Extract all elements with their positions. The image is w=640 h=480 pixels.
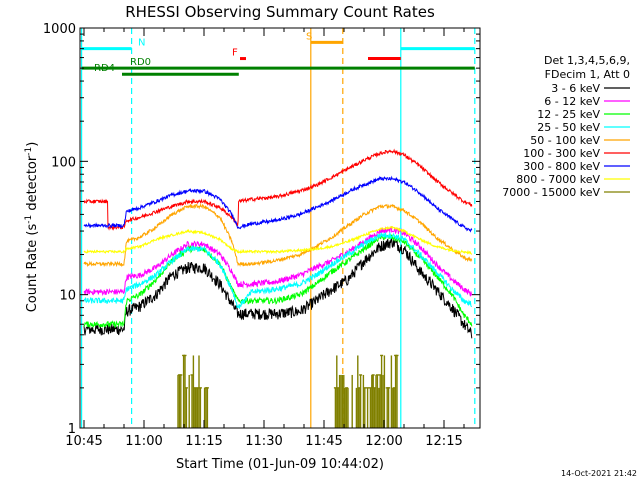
legend-item-label: 7000 - 15000 keV <box>502 186 600 199</box>
x-tick-label: 12:15 <box>425 434 462 449</box>
legend-item-label: 6 - 12 keV <box>544 95 600 108</box>
footer-date: 14-Oct-2021 21:42 <box>561 469 637 478</box>
y-tick-label: 1000 <box>43 22 76 37</box>
series-line-6-12kev <box>83 225 473 297</box>
series-line-50-100kev <box>83 202 473 268</box>
x-tick-label: 11:30 <box>245 434 282 449</box>
y-tick-label: 100 <box>51 155 76 170</box>
series-line-100-300kev <box>83 148 473 231</box>
y-axis-title: Count Rate (s-1 detector-1) <box>24 142 40 313</box>
legend-item-label: 800 - 7000 keV <box>516 173 600 186</box>
legend-item-label: 100 - 300 keV <box>523 147 600 160</box>
y-tick-label: 1 <box>68 422 76 437</box>
status-label-f: F <box>232 48 238 59</box>
legend-item-label: 3 - 6 keV <box>551 82 600 95</box>
legend-item-label: 25 - 50 keV <box>537 121 600 134</box>
legend-title-line: FDecim 1, Att 0 <box>545 68 630 81</box>
legend-title-line: Det 1,3,4,5,6,9, <box>544 54 630 67</box>
plot-area: N S F RD0 RD4 10:45 11:00 11:15 11:30 11:45 12:00 1… <box>43 22 481 449</box>
legend-item-label: 300 - 800 keV <box>523 160 600 173</box>
chart-title: RHESSI Observing Summary Count Rates <box>125 3 435 21</box>
series-line-7000-15000-kev <box>177 354 399 428</box>
status-label-rd0: RD0 <box>130 57 151 68</box>
x-axis-title: Start Time (01-Jun-09 10:44:02) <box>176 457 384 472</box>
legend: Det 1,3,4,5,6,9,FDecim 1, Att 03 - 6 keV… <box>502 54 630 199</box>
status-label-n: N <box>138 38 145 49</box>
series-line-800-7000kev <box>83 225 473 255</box>
plot-frame <box>79 27 481 429</box>
series-line-300-800kev <box>83 175 473 233</box>
x-tick-label: 10:45 <box>65 434 102 449</box>
legend-item-label: 50 - 100 keV <box>530 134 600 147</box>
series-line-25-50kev <box>83 232 472 309</box>
legend-item-label: 12 - 25 keV <box>537 108 600 121</box>
series-line-3-6kev <box>83 236 473 339</box>
series-line-12-25kev <box>83 233 473 329</box>
x-tick-label: 12:00 <box>365 434 402 449</box>
x-tick-label: 11:45 <box>305 434 342 449</box>
status-label-rd4: RD4 <box>94 63 115 74</box>
status-label-s: S <box>306 31 312 42</box>
x-tick-label: 11:00 <box>125 434 162 449</box>
x-tick-label: 11:15 <box>185 434 222 449</box>
y-tick-label: 10 <box>59 289 76 304</box>
